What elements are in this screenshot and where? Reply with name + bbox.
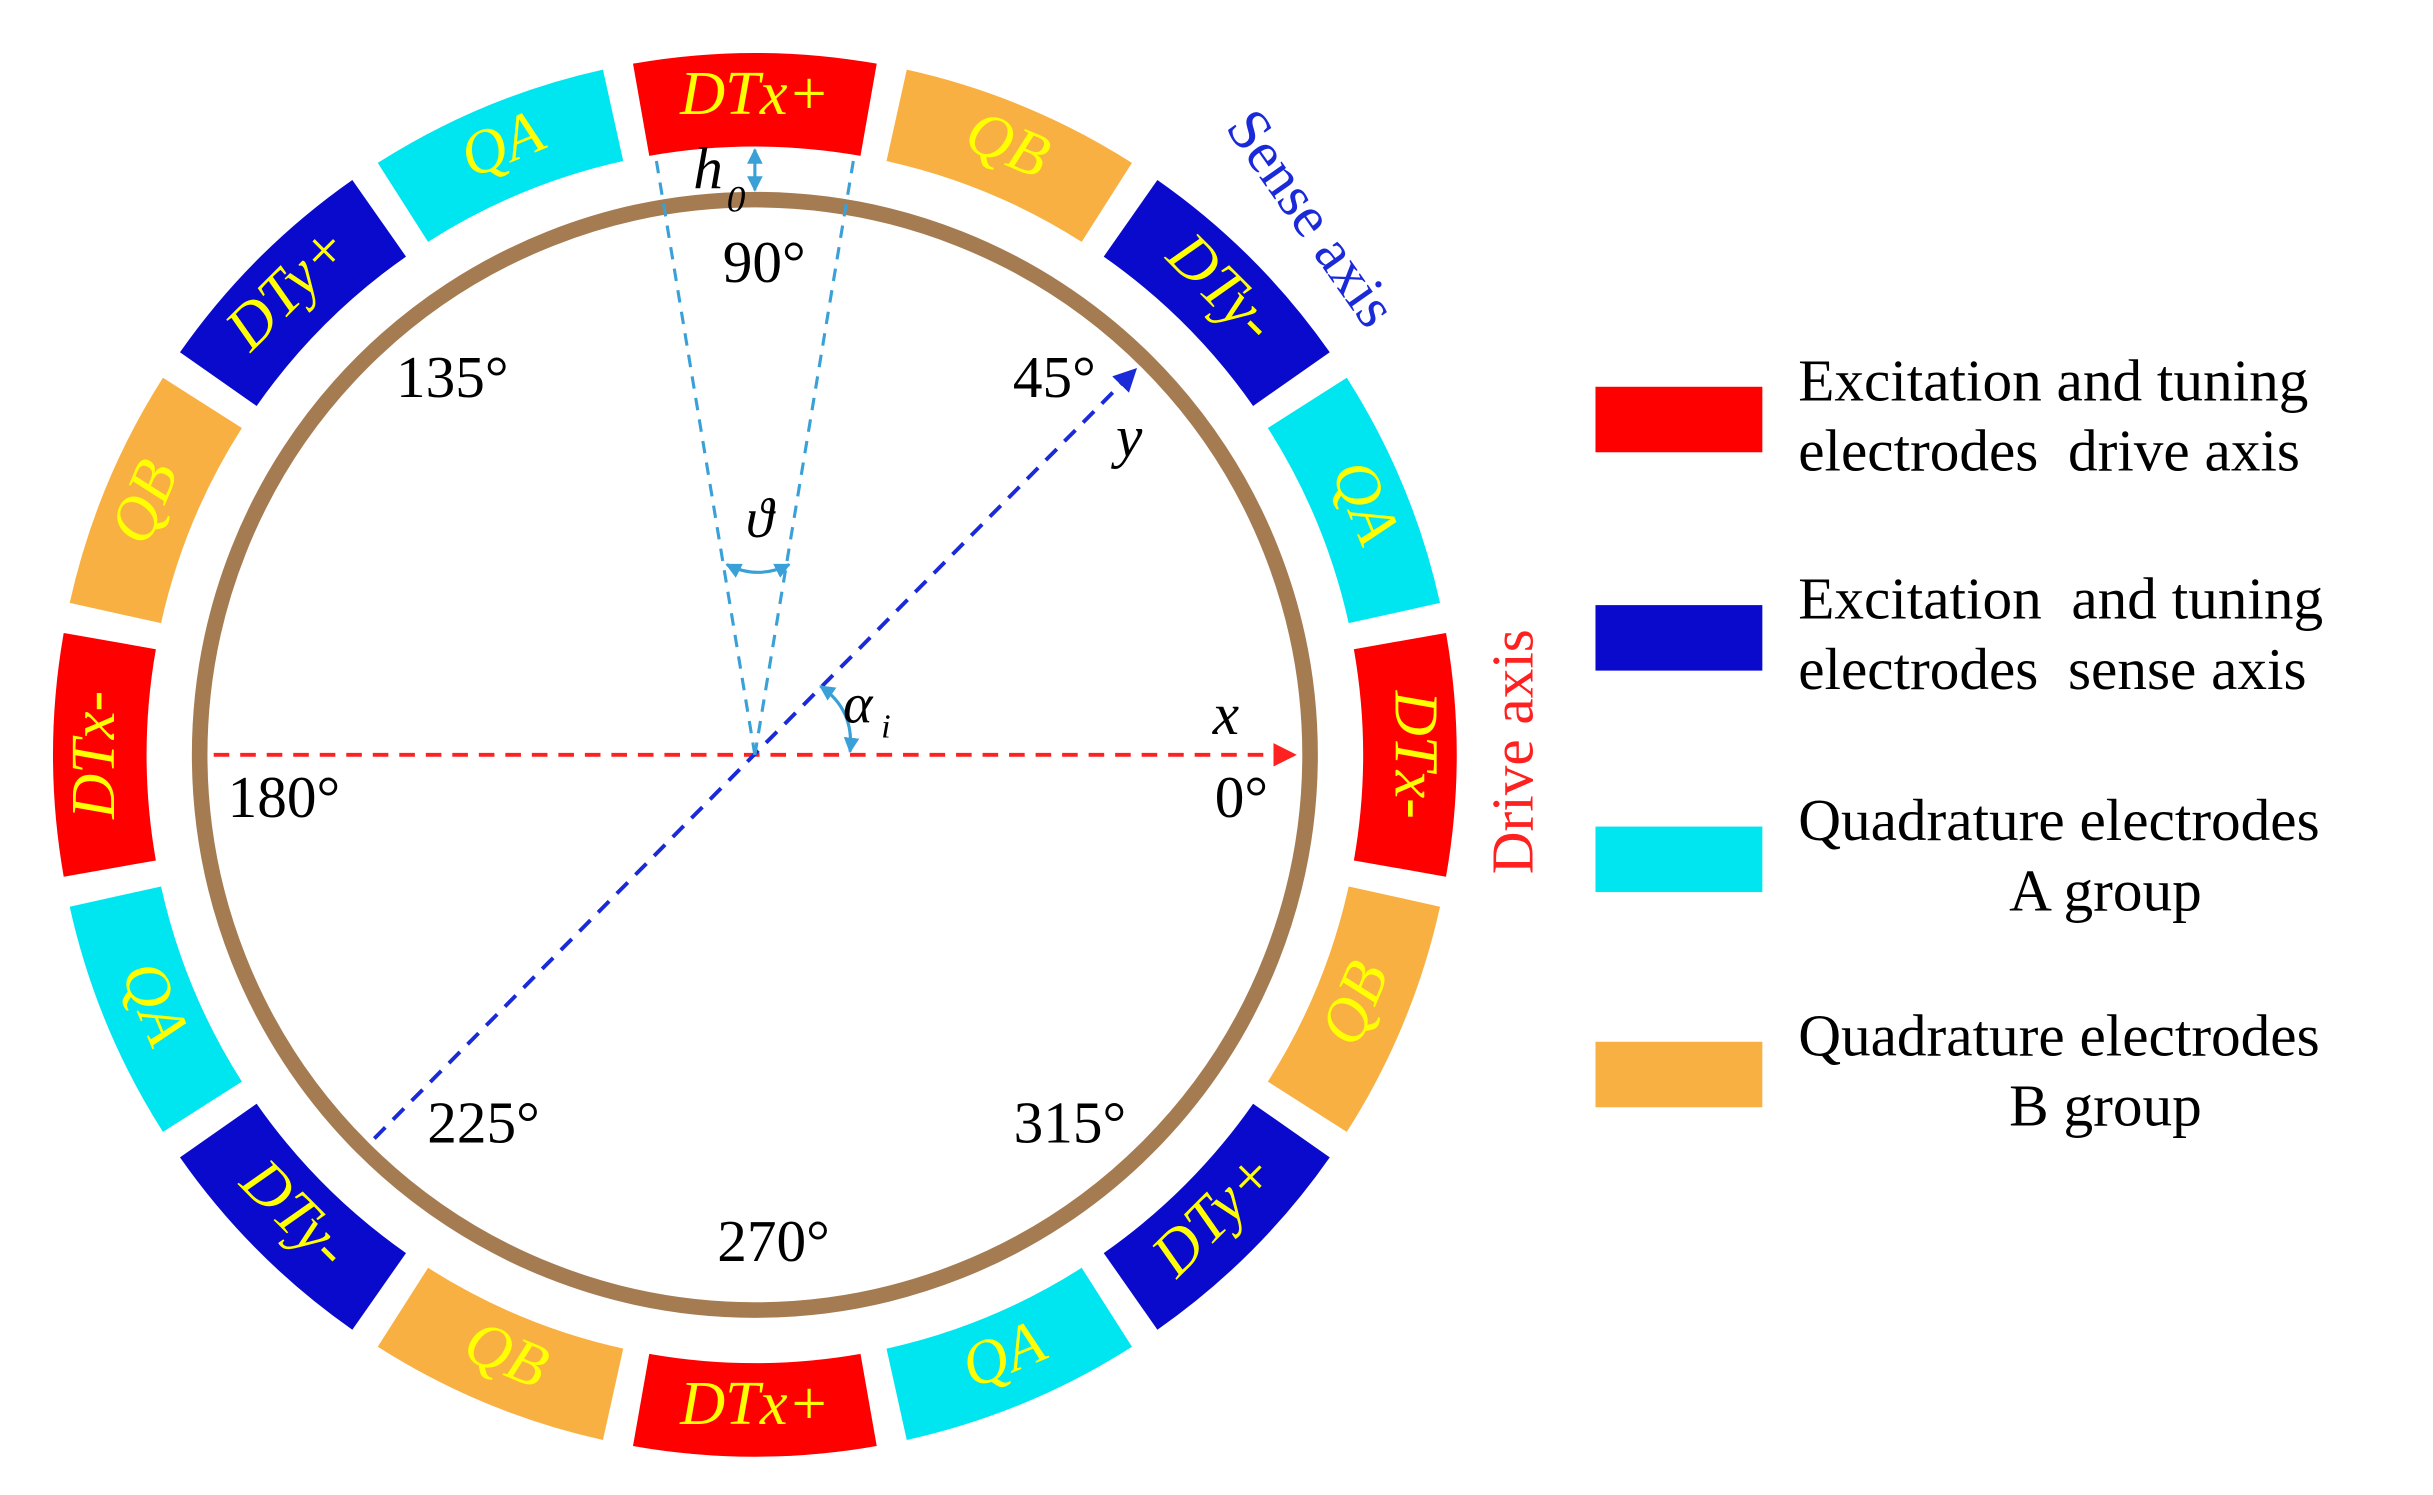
legend-text: electrodes sense axis bbox=[1798, 636, 2306, 702]
electrodes: DTx-QADTy-QBDTx+QADTy+QBDTx-QADTy-QBDTx+… bbox=[53, 53, 1457, 1457]
alpha-label: α bbox=[843, 673, 874, 735]
legend-swatch bbox=[1595, 826, 1763, 893]
electrode bbox=[886, 1267, 1132, 1440]
angle-label: 315° bbox=[1014, 1090, 1127, 1156]
legend-text: Excitation and tuning bbox=[1798, 347, 2308, 413]
h-label: h bbox=[693, 135, 723, 201]
angle-label: 270° bbox=[717, 1208, 830, 1274]
electrode bbox=[1103, 1103, 1330, 1330]
ring bbox=[191, 191, 1318, 1318]
theta-label: ϑ bbox=[746, 488, 777, 550]
electrode bbox=[633, 53, 877, 156]
legend-text: electrodes drive axis bbox=[1798, 418, 2300, 484]
electrode-label: DTx- bbox=[1382, 690, 1451, 819]
y-label: y bbox=[1111, 404, 1143, 470]
electrode bbox=[1267, 377, 1441, 624]
electrode bbox=[69, 377, 242, 624]
electrode bbox=[377, 1267, 624, 1440]
electrode bbox=[1103, 179, 1330, 406]
legend-swatch bbox=[1595, 1041, 1763, 1108]
alpha-arc bbox=[819, 684, 860, 754]
angle-label: 0° bbox=[1215, 764, 1268, 830]
drive-axis-label: Drive axis bbox=[1480, 629, 1546, 874]
angle-label: 180° bbox=[228, 764, 341, 830]
angle-label: 45° bbox=[1013, 344, 1096, 410]
legend-swatch bbox=[1595, 386, 1763, 453]
legend-text: A group bbox=[2009, 857, 2202, 923]
electrode bbox=[1267, 886, 1441, 1132]
legend-swatch bbox=[1595, 605, 1763, 671]
legend-text: B group bbox=[2009, 1073, 2202, 1139]
angle-label: 135° bbox=[396, 344, 509, 410]
electrode bbox=[179, 1103, 407, 1330]
electrode bbox=[886, 69, 1132, 242]
electrode-label: DTx+ bbox=[679, 59, 830, 128]
h-subscript: 0 bbox=[727, 179, 746, 220]
theta-arc bbox=[725, 563, 791, 578]
sector-line bbox=[753, 152, 857, 756]
electrode bbox=[53, 632, 156, 877]
legend-text: Quadrature electrodes bbox=[1798, 787, 2319, 853]
angle-labels: 0° 45° 90° 135° 180° 225° 270° 315° bbox=[228, 229, 1269, 1274]
electrode-label: DTx+ bbox=[679, 1369, 830, 1438]
legend-text: Quadrature electrodes bbox=[1798, 1002, 2319, 1068]
electrode bbox=[377, 69, 624, 242]
alpha-subscript: i bbox=[881, 708, 891, 746]
electrode bbox=[633, 1353, 877, 1457]
electrode bbox=[179, 179, 407, 406]
legend-text: Excitation and tuning bbox=[1798, 566, 2323, 632]
electrode bbox=[69, 886, 242, 1132]
sector-line bbox=[653, 152, 757, 756]
electrode bbox=[1353, 632, 1457, 877]
angle-label: 225° bbox=[427, 1090, 540, 1156]
angle-label: 90° bbox=[723, 229, 806, 295]
electrode-label: DTx- bbox=[59, 691, 128, 820]
x-label: x bbox=[1212, 681, 1239, 747]
